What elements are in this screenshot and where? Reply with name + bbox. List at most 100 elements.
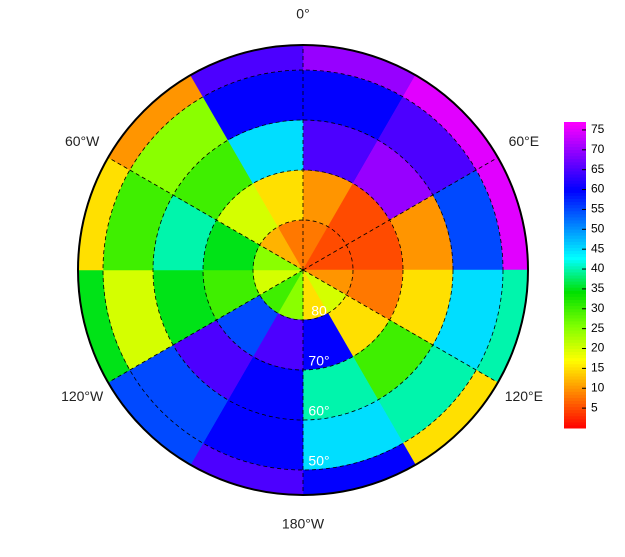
colorbar-strip bbox=[564, 216, 586, 221]
colorbar-strip bbox=[564, 327, 586, 331]
colorbar-strip bbox=[564, 259, 586, 264]
colorbar-strip bbox=[564, 207, 586, 212]
colorbar-strip bbox=[564, 238, 586, 242]
colorbar-strip bbox=[564, 158, 586, 163]
colorbar-strip bbox=[564, 363, 586, 368]
colorbar-strip bbox=[564, 342, 586, 346]
colorbar-strip bbox=[564, 421, 586, 426]
lat-label: 60° bbox=[308, 403, 329, 419]
colorbar-label: 60 bbox=[591, 182, 605, 196]
colorbar-strip bbox=[564, 125, 586, 129]
colorbar-strip bbox=[564, 354, 586, 359]
colorbar-strip bbox=[564, 330, 586, 334]
colorbar-strip bbox=[564, 348, 586, 352]
colorbar-strip bbox=[564, 320, 586, 325]
colorbar-strip bbox=[564, 379, 586, 383]
colorbar-strip bbox=[564, 293, 586, 297]
lon-grid bbox=[107, 269, 304, 383]
colorbar-label: 5 bbox=[591, 400, 598, 414]
colorbar-strip bbox=[564, 174, 586, 178]
colorbar-strip bbox=[564, 140, 586, 144]
colorbar-strip bbox=[564, 262, 586, 267]
colorbar-strip bbox=[564, 137, 586, 141]
colorbar-label: 65 bbox=[591, 162, 605, 176]
colorbar-strip bbox=[564, 397, 586, 401]
colorbar-strip bbox=[564, 253, 586, 258]
colorbar-label: 50 bbox=[591, 221, 605, 235]
lon-label: 120°E bbox=[505, 388, 543, 404]
colorbar-strip bbox=[564, 244, 586, 248]
colorbar-strip bbox=[564, 222, 586, 227]
lat-label: 70° bbox=[308, 353, 329, 369]
colorbar-strip bbox=[564, 164, 586, 169]
colorbar-strip bbox=[564, 219, 586, 224]
colorbar-strip bbox=[564, 198, 586, 203]
colorbar-strip bbox=[564, 180, 586, 184]
colorbar-strip bbox=[564, 372, 586, 377]
colorbar-strip bbox=[564, 357, 586, 362]
lon-label: 60°W bbox=[65, 133, 100, 149]
lat-label: 50° bbox=[308, 453, 329, 469]
colorbar-strip bbox=[564, 250, 586, 255]
colorbar-strip bbox=[564, 302, 586, 307]
colorbar-strip bbox=[564, 213, 586, 218]
colorbar-strip bbox=[564, 360, 586, 365]
colorbar-strip bbox=[564, 268, 586, 273]
colorbar-label: 10 bbox=[591, 380, 605, 394]
lat-grid bbox=[102, 69, 504, 471]
colorbar-strip bbox=[564, 391, 586, 395]
colorbar-label: 30 bbox=[591, 301, 605, 315]
colorbar-strip bbox=[564, 275, 586, 279]
colorbar-strip bbox=[564, 424, 586, 429]
colorbar-strip bbox=[564, 170, 586, 175]
colorbar-strip bbox=[564, 186, 586, 190]
colorbar-strip bbox=[564, 247, 586, 252]
colorbar-strip bbox=[564, 149, 586, 154]
colorbar-strip bbox=[564, 299, 586, 304]
colorbar-strip bbox=[564, 323, 586, 328]
colorbar-label: 35 bbox=[591, 281, 605, 295]
colorbar-strip bbox=[564, 271, 586, 276]
lon-label: 180°W bbox=[282, 516, 325, 532]
colorbar-strip bbox=[564, 339, 586, 343]
colorbar-strip bbox=[564, 305, 586, 310]
colorbar-label: 25 bbox=[591, 321, 605, 335]
colorbar-strip bbox=[564, 235, 586, 239]
lon-label: 120°W bbox=[61, 388, 104, 404]
colorbar-strip bbox=[564, 204, 586, 209]
colorbar-label: 45 bbox=[591, 241, 605, 255]
colorbar-strip bbox=[564, 369, 586, 374]
colorbar-strip bbox=[564, 366, 586, 371]
colorbar-strip bbox=[564, 265, 586, 270]
colorbar-strip bbox=[564, 317, 586, 322]
colorbar-strip bbox=[564, 278, 586, 282]
colorbar-strip bbox=[564, 143, 586, 147]
colorbar-strip bbox=[564, 382, 586, 386]
colorbar-strip bbox=[564, 131, 586, 135]
colorbar-strip bbox=[564, 201, 586, 206]
colorbar-strip bbox=[564, 394, 586, 398]
colorbar-label: 20 bbox=[591, 341, 605, 355]
colorbar-label: 15 bbox=[591, 361, 605, 375]
lon-label: 60°E bbox=[509, 133, 540, 149]
colorbar-strip bbox=[564, 375, 586, 380]
colorbar-strip bbox=[564, 226, 586, 230]
colorbar-strip bbox=[564, 333, 586, 337]
lon-label: 0° bbox=[296, 6, 309, 22]
colorbar-strip bbox=[564, 351, 586, 356]
colorbar-strip bbox=[564, 155, 586, 160]
lat-grid bbox=[152, 119, 454, 421]
colorbar-strip bbox=[564, 388, 586, 392]
colorbar-strip bbox=[564, 314, 586, 319]
colorbar-strip bbox=[564, 195, 586, 199]
colorbar-strip bbox=[564, 287, 586, 291]
colorbar-strip bbox=[564, 232, 586, 236]
lon-grid bbox=[302, 157, 499, 271]
colorbar-strip bbox=[564, 183, 586, 187]
map-border bbox=[77, 44, 529, 496]
colorbar-strip bbox=[564, 177, 586, 181]
colorbar-strip bbox=[564, 296, 586, 300]
colorbar-strip bbox=[564, 122, 586, 126]
colorbar-strip bbox=[564, 281, 586, 285]
